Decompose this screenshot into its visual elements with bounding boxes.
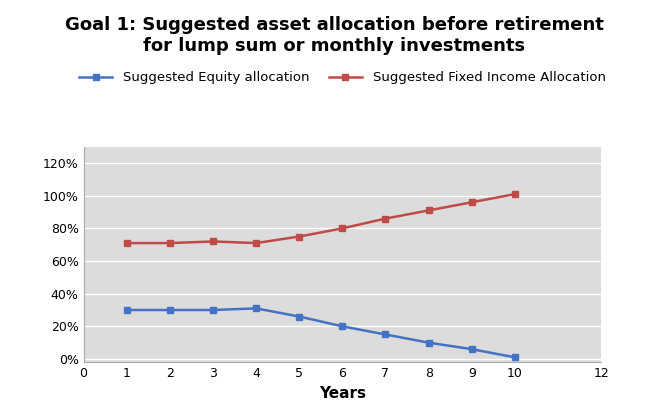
Suggested Fixed Income Allocation [123,241,131,245]
Suggested Fixed Income Allocation [166,241,174,245]
Suggested Fixed Income Allocation [339,226,347,231]
Suggested Equity allocation [166,308,174,313]
Suggested Equity allocation [381,332,389,337]
Suggested Fixed Income Allocation [295,234,303,239]
Suggested Equity allocation [123,308,131,313]
Suggested Equity allocation [209,308,217,313]
Text: Goal 1: Suggested asset allocation before retirement
for lump sum or monthly inv: Goal 1: Suggested asset allocation befor… [65,16,603,55]
Legend: Suggested Equity allocation, Suggested Fixed Income Allocation: Suggested Equity allocation, Suggested F… [79,72,605,85]
Line: Suggested Equity allocation: Suggested Equity allocation [123,305,518,361]
Suggested Fixed Income Allocation [252,241,260,245]
Suggested Fixed Income Allocation [468,200,476,205]
Suggested Fixed Income Allocation [209,239,217,244]
Line: Suggested Fixed Income Allocation: Suggested Fixed Income Allocation [123,190,518,247]
Suggested Fixed Income Allocation [425,208,433,213]
Suggested Fixed Income Allocation [381,216,389,221]
Suggested Equity allocation [339,324,347,329]
X-axis label: Years: Years [319,386,366,400]
Suggested Equity allocation [468,347,476,352]
Suggested Equity allocation [295,314,303,319]
Suggested Equity allocation [425,340,433,345]
Suggested Fixed Income Allocation [511,192,519,197]
Suggested Equity allocation [252,306,260,311]
Suggested Equity allocation [511,355,519,360]
